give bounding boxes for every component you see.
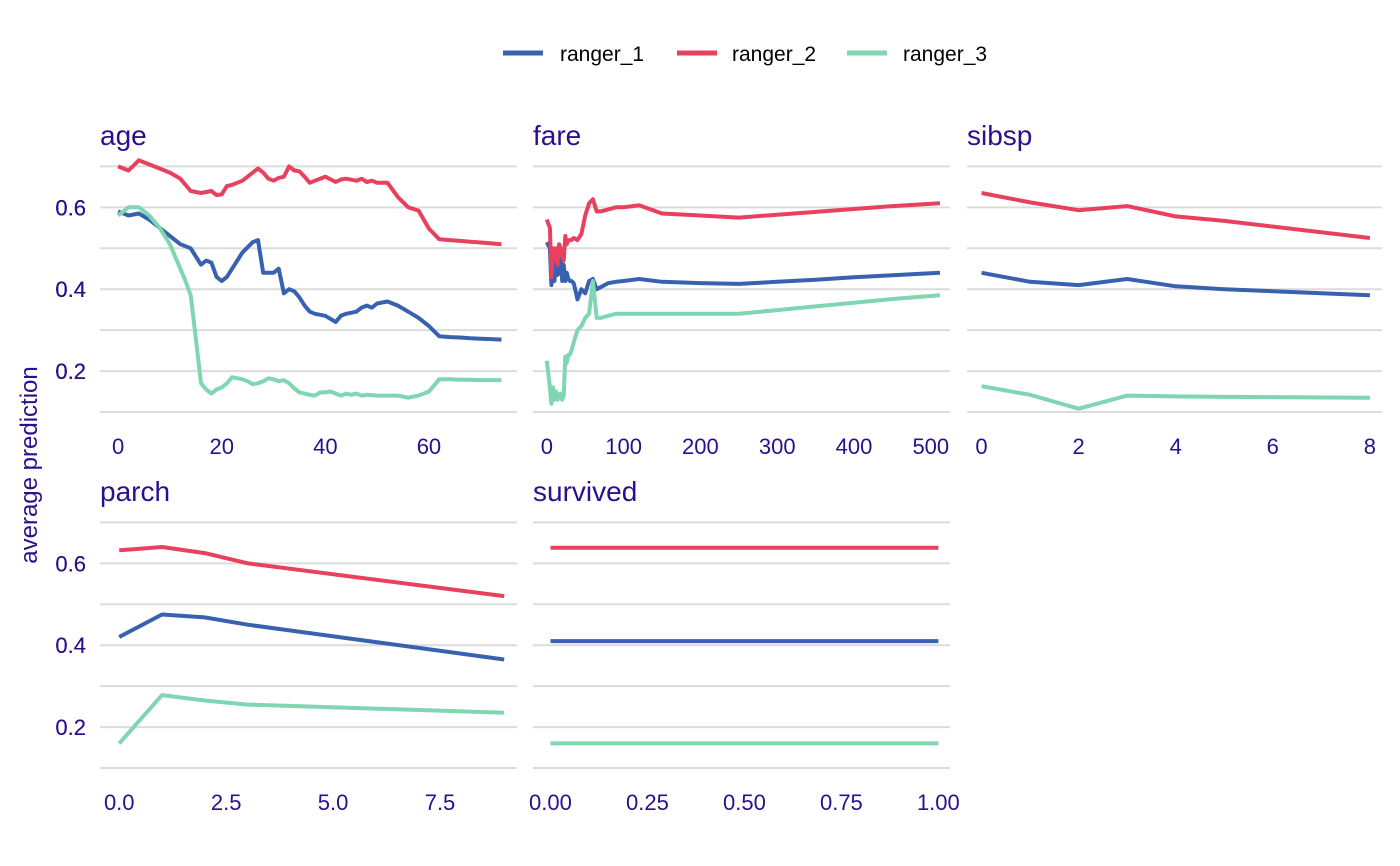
panel-title: parch (100, 476, 170, 507)
x-tick-label: 300 (759, 434, 796, 459)
x-tick-label: 60 (417, 434, 441, 459)
series-line-ranger-2 (544, 197, 941, 279)
panel-title: sibsp (967, 120, 1032, 151)
y-tick-label: 0.2 (55, 715, 86, 740)
series-line-ranger-3 (544, 279, 941, 406)
series-line-ranger-2 (117, 158, 502, 247)
legend-item-ranger-2: ranger_2 (677, 43, 816, 66)
x-tick-label: 2.5 (211, 790, 242, 815)
panel-title: survived (533, 476, 637, 507)
series-line-ranger-1 (545, 241, 941, 302)
x-tick-label: 400 (836, 434, 873, 459)
y-axis-label: average prediction (16, 366, 43, 563)
y-tick-label: 0.4 (55, 277, 86, 302)
panel-parch: parch 0.2 0.4 0.6 0.0 2.5 5.0 7.5 (55, 476, 517, 815)
series-line-ranger-3 (981, 384, 1370, 411)
series-line-ranger-1 (117, 209, 502, 342)
legend-label: ranger_1 (560, 43, 644, 66)
x-tick-label: 6 (1267, 434, 1279, 459)
series-line-ranger-2 (981, 191, 1371, 240)
legend-item-ranger-3: ranger_3 (847, 43, 987, 66)
x-tick-label: 0.25 (626, 790, 669, 815)
panel-sibsp: sibsp 0.2 0.4 0.6 0 2 4 6 8 (55, 120, 1382, 459)
y-tick-label: 0.6 (55, 551, 86, 576)
x-tick-label: 0.0 (104, 790, 135, 815)
y-tick-label: 0.6 (55, 551, 86, 576)
y-tick-label: 0.4 (55, 277, 86, 302)
x-tick-label: 40 (313, 434, 337, 459)
x-tick-label: 500 (912, 434, 949, 459)
legend: ranger_1 ranger_2 ranger_3 (503, 43, 987, 66)
legend-label: ranger_3 (903, 43, 987, 66)
x-tick-label: 0 (975, 434, 987, 459)
y-tick-label: 0.4 (55, 277, 86, 302)
x-tick-label: 1.00 (917, 790, 960, 815)
panel-title: fare (533, 120, 581, 151)
series-line-ranger-1 (118, 612, 505, 662)
y-tick-label: 0.2 (55, 359, 86, 384)
series-line-ranger-3 (117, 693, 505, 745)
y-tick-label: 0.4 (55, 633, 86, 658)
x-tick-label: 0 (541, 434, 553, 459)
y-tick-label: 0.2 (55, 359, 86, 384)
x-tick-label: 200 (682, 434, 719, 459)
legend-item-ranger-1: ranger_1 (503, 43, 644, 66)
y-tick-label: 0.4 (55, 633, 86, 658)
series-line-ranger-1 (981, 270, 1370, 298)
x-tick-label: 4 (1170, 434, 1182, 459)
x-tick-label: 0.50 (723, 790, 766, 815)
y-tick-label: 0.2 (55, 359, 86, 384)
x-tick-label: 2 (1073, 434, 1085, 459)
legend-label: ranger_2 (732, 43, 816, 66)
panel-survived: survived 0.2 0.4 0.6 0.00 0.25 0.50 0.75 1.00 (55, 476, 959, 815)
x-tick-label: 20 (209, 434, 233, 459)
panel-title: age (100, 120, 147, 151)
y-tick-label: 0.6 (55, 195, 86, 220)
y-tick-label: 0.6 (55, 195, 86, 220)
series-line-ranger-2 (119, 545, 505, 599)
panel-age: age 0.2 0.4 0.6 0 20 40 60 (55, 120, 517, 459)
y-tick-label: 0.6 (55, 195, 86, 220)
y-tick-label: 0.2 (55, 715, 86, 740)
x-tick-label: 0.75 (820, 790, 863, 815)
x-tick-label: 7.5 (425, 790, 456, 815)
x-tick-label: 5.0 (318, 790, 349, 815)
x-tick-label: 100 (605, 434, 642, 459)
x-tick-label: 0.00 (529, 790, 572, 815)
series-line-ranger-3 (116, 205, 502, 400)
x-tick-label: 8 (1364, 434, 1376, 459)
x-tick-label: 0 (112, 434, 124, 459)
